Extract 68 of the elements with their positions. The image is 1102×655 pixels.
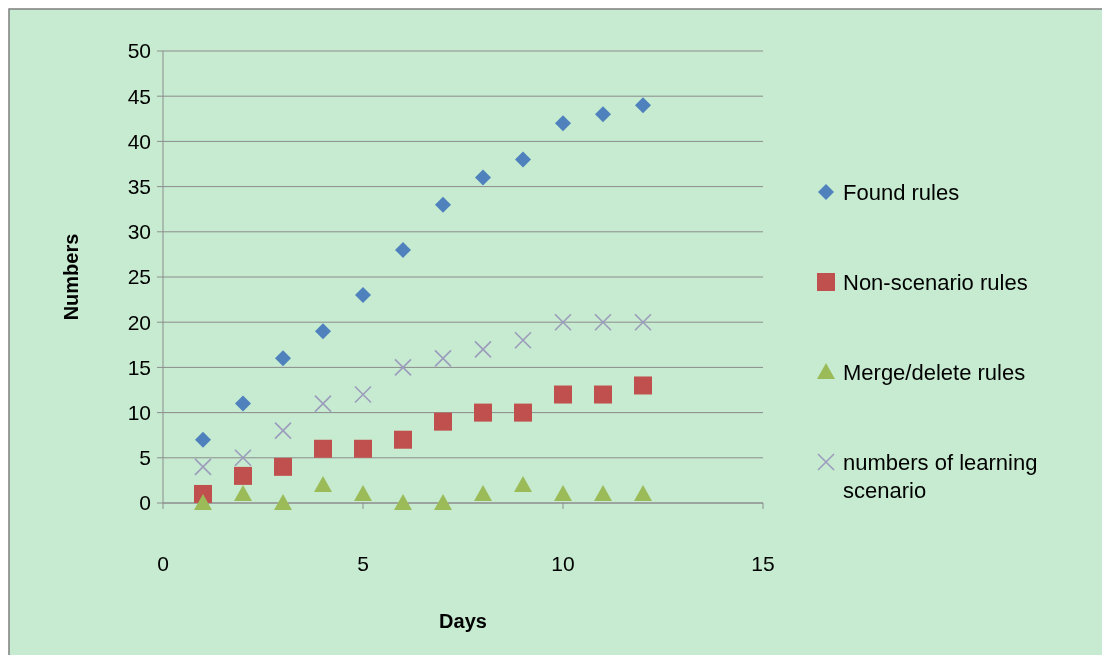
x-tick-label: 15 — [751, 552, 775, 575]
legend-label: numbers of learning scenario — [843, 449, 1038, 504]
point — [475, 169, 491, 186]
point — [514, 475, 532, 492]
point — [595, 106, 611, 123]
point — [474, 484, 492, 501]
point — [194, 458, 212, 476]
point — [394, 358, 412, 377]
point — [474, 403, 492, 422]
point — [514, 403, 532, 422]
x-axis-title: Days — [439, 610, 487, 632]
x-tick-label: 10 — [551, 552, 575, 575]
point — [514, 331, 532, 350]
point — [354, 484, 372, 501]
y-tick-label: 15 — [127, 355, 151, 379]
point — [354, 439, 372, 458]
point — [194, 494, 212, 510]
y-tick-label: 20 — [127, 310, 151, 334]
point — [314, 439, 332, 458]
point — [515, 151, 531, 168]
point — [274, 494, 292, 510]
y-tick-label: 40 — [127, 129, 151, 153]
point — [634, 313, 652, 331]
legend-label: Non-scenario rules — [843, 269, 1028, 295]
point — [434, 494, 452, 510]
point — [594, 385, 612, 404]
point — [355, 287, 371, 304]
legend-label: Found rules — [843, 179, 960, 205]
point — [274, 457, 292, 476]
point — [314, 394, 332, 413]
point — [555, 115, 571, 132]
point — [634, 484, 652, 501]
point — [234, 484, 252, 501]
y-tick-label: 5 — [139, 446, 151, 470]
point — [315, 323, 331, 340]
point — [354, 385, 372, 404]
y-tick-label: 30 — [127, 220, 151, 244]
point — [395, 241, 411, 258]
point — [394, 430, 412, 449]
point — [474, 340, 492, 359]
point — [634, 376, 652, 395]
y-tick-label: 25 — [127, 265, 151, 289]
x-tick-label: 5 — [357, 552, 369, 575]
y-tick-label: 50 — [127, 39, 151, 63]
point — [274, 421, 292, 440]
point — [554, 484, 572, 501]
y-tick-label: 35 — [127, 174, 151, 198]
point — [195, 431, 211, 448]
y-axis-title: Numbers — [60, 233, 82, 321]
x-tick-label: 0 — [157, 552, 169, 575]
point — [275, 350, 291, 367]
point — [314, 475, 332, 492]
point — [234, 449, 252, 467]
point — [234, 466, 252, 485]
legend-label: Merge/delete rules — [843, 359, 1026, 385]
point — [434, 412, 452, 431]
y-tick-label: 10 — [127, 400, 151, 424]
point — [554, 385, 572, 404]
y-tick-label: 45 — [127, 84, 151, 108]
point — [594, 313, 612, 331]
y-tick-label: 0 — [139, 491, 151, 515]
point — [635, 97, 651, 114]
point — [435, 196, 451, 213]
point — [594, 484, 612, 501]
point — [235, 395, 251, 412]
point — [434, 349, 452, 368]
point — [554, 313, 572, 331]
point — [394, 494, 412, 510]
